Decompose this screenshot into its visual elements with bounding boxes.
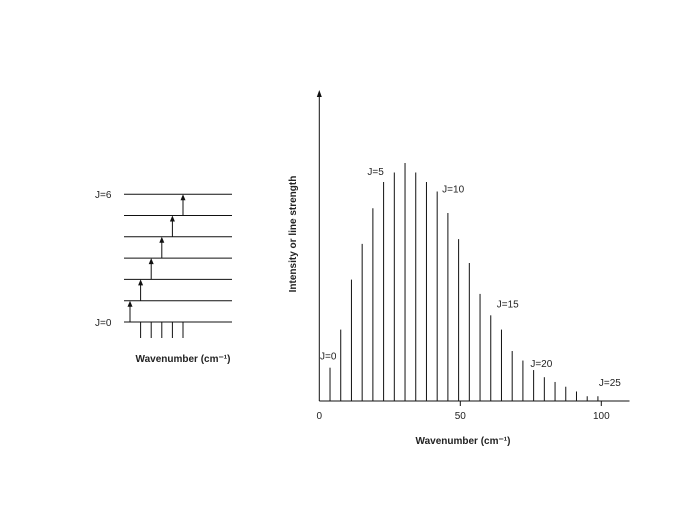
spectrum-chart: 0 50 100 J=0 J=5 J=10 J=15 J=20 J=25 xyxy=(317,90,630,422)
line-annotation: J=5 xyxy=(367,167,384,178)
energy-level-diagram xyxy=(124,193,232,338)
line-annotation: J=10 xyxy=(442,185,464,196)
arrowhead-icon xyxy=(148,258,154,265)
line-annotation: J=15 xyxy=(497,299,519,310)
y-axis-arrow-icon xyxy=(316,90,322,97)
level-label-top: J=6 xyxy=(95,190,112,201)
arrowhead-icon xyxy=(159,236,165,243)
x-tick-label: 0 xyxy=(317,411,323,422)
arrowhead-icon xyxy=(138,279,144,286)
level-label-bottom: J=0 xyxy=(95,318,112,329)
arrowhead-icon xyxy=(127,300,133,307)
level-diagram-xlabel: Wavenumber (cm⁻¹) xyxy=(136,354,231,365)
x-tick-label: 50 xyxy=(455,411,467,422)
x-tick-label: 100 xyxy=(593,411,610,422)
arrowhead-icon xyxy=(180,194,186,201)
x-axis-label: Wavenumber (cm⁻¹) xyxy=(416,436,511,447)
arrowhead-icon xyxy=(169,215,175,222)
line-annotation: J=0 xyxy=(320,352,337,363)
line-annotation: J=25 xyxy=(599,378,621,389)
line-annotation: J=20 xyxy=(530,359,552,370)
y-axis-label: Intensity or line strength xyxy=(288,176,299,293)
